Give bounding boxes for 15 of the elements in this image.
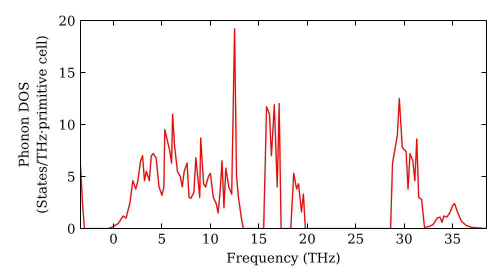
x-tick-label: 35: [444, 232, 462, 248]
x-tick-label: 0: [109, 232, 118, 248]
y-tick-label: 0: [67, 222, 76, 238]
x-tick-label: 20: [298, 232, 316, 248]
y-axis-title: Phonon DOS (States/THz·primitive cell): [18, 35, 51, 214]
x-tick-label: 30: [396, 232, 413, 248]
y-tick-label: 10: [58, 118, 76, 134]
y-tick-label: 15: [58, 66, 76, 82]
x-axis-title: Frequency (THz): [226, 252, 341, 266]
x-tick-label: 5: [158, 232, 166, 248]
x-tick-label: 10: [202, 232, 219, 248]
y-tick-label: 5: [67, 170, 76, 186]
x-tick-label: 15: [250, 232, 268, 248]
y-tick-label: 20: [58, 14, 76, 30]
x-tick-label: 25: [347, 232, 364, 248]
